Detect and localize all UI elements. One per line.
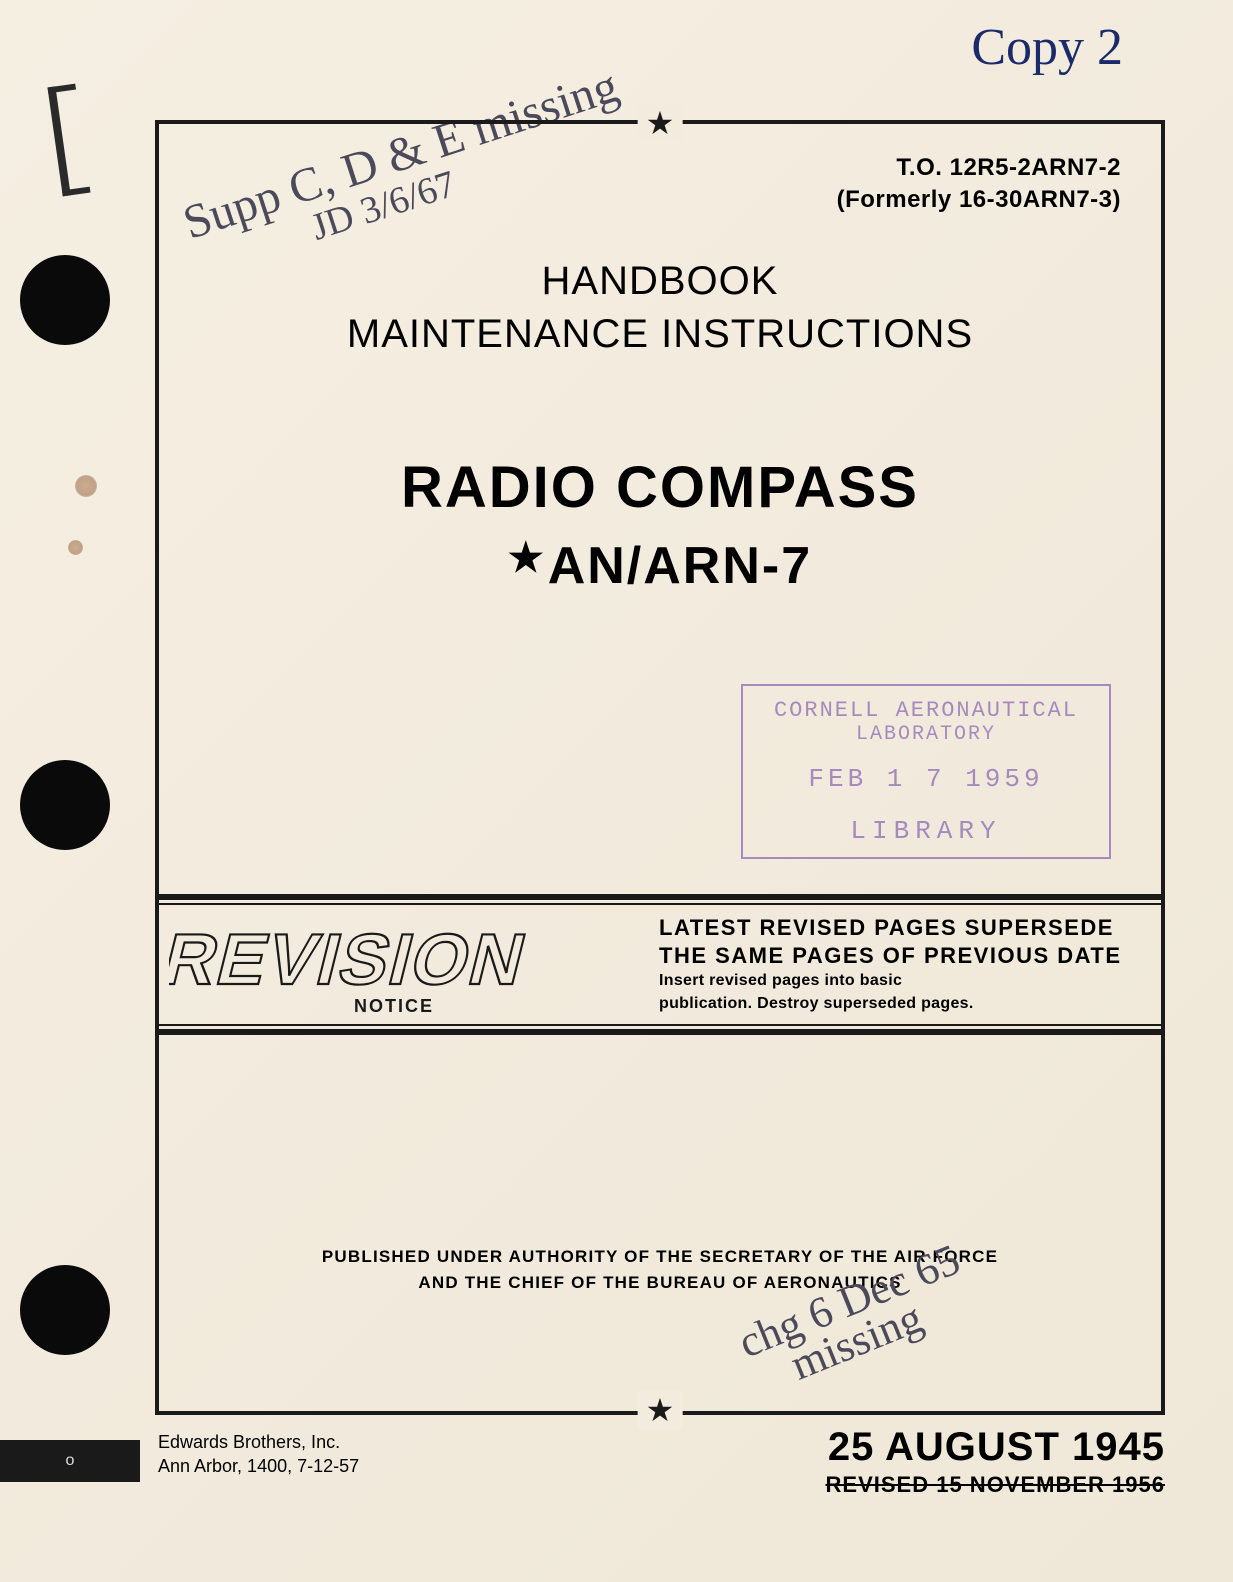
star-ornament-top: ★ xyxy=(638,104,683,142)
title-equipment: AN/ARN-7 xyxy=(548,537,812,595)
handbook-subtitle: MAINTENANCE INSTRUCTIONS xyxy=(159,312,1161,357)
stamp-org-line2: LABORATORY xyxy=(743,723,1109,746)
stamp-library: LIBRARY xyxy=(743,816,1109,846)
library-stamp: CORNELL AERONAUTICAL LABORATORY FEB 1 7 … xyxy=(741,684,1111,859)
authority-line: AND THE CHIEF OF THE BUREAU OF AERONAUTI… xyxy=(159,1270,1161,1296)
document-page: Copy 2 Supp C, D & E missing JD 3/6/67 ★… xyxy=(0,0,1233,1582)
punch-hole xyxy=(20,1265,110,1355)
revision-notice-band: REVISION NOTICE LATEST REVISED PAGES SUP… xyxy=(159,894,1161,1035)
revision-outline-text: REVISION xyxy=(169,920,535,1000)
publisher-location: Ann Arbor, 1400, 7-12-57 xyxy=(158,1454,359,1478)
revision-word-graphic: REVISION NOTICE xyxy=(169,912,649,1017)
revision-content: REVISION NOTICE LATEST REVISED PAGES SUP… xyxy=(159,908,1161,1021)
publication-dates: 25 AUGUST 1945 REVISED 15 NOVEMBER 1956 xyxy=(826,1425,1165,1498)
to-number-formerly: (Formerly 16-30ARN7-3) xyxy=(837,184,1121,216)
original-date: 25 AUGUST 1945 xyxy=(826,1425,1165,1470)
technical-order-number: T.O. 12R5-2ARN7-2 (Formerly 16-30ARN7-3) xyxy=(837,152,1121,217)
to-number-line: T.O. 12R5-2ARN7-2 xyxy=(837,152,1121,184)
title-line-1: RADIO COMPASS xyxy=(159,454,1161,521)
revision-bold-line: THE SAME PAGES OF PREVIOUS DATE xyxy=(659,942,1141,970)
stain xyxy=(68,540,83,555)
page-border-frame: ★ ★ T.O. 12R5-2ARN7-2 (Formerly 16-30ARN… xyxy=(155,120,1165,1415)
punch-hole xyxy=(20,255,110,345)
tab-label: o xyxy=(66,1452,75,1470)
revision-small-line: publication. Destroy superseded pages. xyxy=(659,994,1141,1015)
document-title: RADIO COMPASS ★AN/ARN-7 xyxy=(159,454,1161,596)
revision-small-line: Insert revised pages into basic xyxy=(659,971,1141,992)
punch-hole xyxy=(20,760,110,850)
rule xyxy=(159,894,1161,900)
publisher-info: Edwards Brothers, Inc. Ann Arbor, 1400, … xyxy=(158,1430,359,1479)
stain xyxy=(75,475,97,497)
revision-instructions: LATEST REVISED PAGES SUPERSEDE THE SAME … xyxy=(649,914,1141,1015)
stamp-date: FEB 1 7 1959 xyxy=(743,764,1109,794)
binding-tab: o xyxy=(0,1440,140,1482)
title-star: ★ xyxy=(508,536,546,580)
rule xyxy=(159,903,1161,905)
handwritten-copy-number: Copy 2 xyxy=(971,18,1123,77)
title-line-2: ★AN/ARN-7 xyxy=(159,535,1161,596)
stamp-org-line1: CORNELL AERONAUTICAL xyxy=(743,698,1109,723)
revision-notice-text: NOTICE xyxy=(354,996,434,1016)
star-ornament-bottom: ★ xyxy=(638,1391,683,1429)
revised-date: REVISED 15 NOVEMBER 1956 xyxy=(826,1472,1165,1498)
handbook-label: HANDBOOK xyxy=(159,259,1161,304)
handbook-heading: HANDBOOK MAINTENANCE INSTRUCTIONS xyxy=(159,259,1161,357)
rule xyxy=(159,1029,1161,1035)
publisher-name: Edwards Brothers, Inc. xyxy=(158,1430,359,1454)
rule xyxy=(159,1024,1161,1026)
staple-mark xyxy=(47,84,90,197)
publication-authority: PUBLISHED UNDER AUTHORITY OF THE SECRETA… xyxy=(159,1244,1161,1295)
revision-bold-line: LATEST REVISED PAGES SUPERSEDE xyxy=(659,914,1141,942)
authority-line: PUBLISHED UNDER AUTHORITY OF THE SECRETA… xyxy=(159,1244,1161,1270)
